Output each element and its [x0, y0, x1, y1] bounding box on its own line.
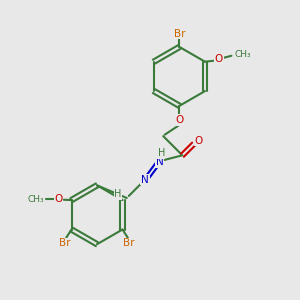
- Text: O: O: [175, 115, 184, 125]
- Text: O: O: [54, 194, 63, 205]
- Text: Br: Br: [174, 29, 185, 39]
- Text: N: N: [141, 175, 149, 185]
- Text: N: N: [156, 157, 164, 167]
- Text: O: O: [215, 54, 223, 64]
- Text: CH₃: CH₃: [234, 50, 251, 59]
- Text: H: H: [114, 190, 122, 200]
- Text: O: O: [195, 136, 203, 146]
- Text: Br: Br: [59, 238, 71, 248]
- Text: CH₃: CH₃: [27, 195, 44, 204]
- Text: H: H: [158, 148, 165, 158]
- Text: Br: Br: [123, 238, 135, 248]
